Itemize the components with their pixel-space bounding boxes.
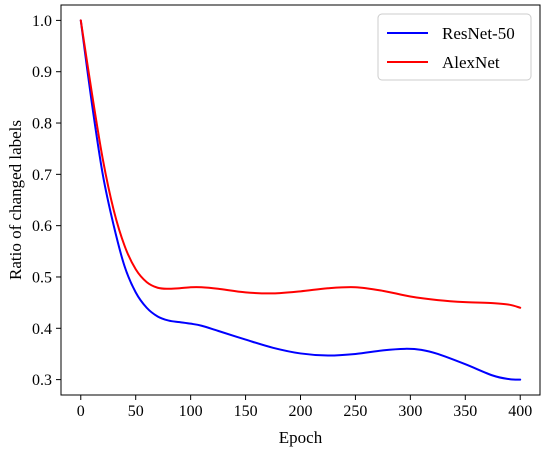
y-axis-label: Ratio of changed labels: [6, 120, 25, 280]
legend: ResNet-50 AlexNet: [377, 13, 532, 81]
x-tick-label: 0: [77, 403, 85, 420]
x-axis-label: Epoch: [279, 428, 323, 447]
y-tick-label: 0.6: [32, 218, 52, 235]
series-layer: [79, 19, 522, 381]
series-line-resnet-50: [79, 19, 522, 381]
y-tick-label: 0.4: [32, 321, 52, 338]
x-tick-label: 100: [179, 403, 203, 420]
y-tick-label: 0.8: [32, 116, 52, 133]
x-tick-label: 250: [343, 403, 367, 420]
legend-label-resnet-50: ResNet-50: [442, 24, 515, 43]
x-tick-label: 400: [508, 403, 532, 420]
x-tick-label: 350: [453, 403, 477, 420]
x-tick-label: 300: [398, 403, 422, 420]
series-line-alexnet: [79, 19, 522, 309]
x-tick-label: 200: [289, 403, 313, 420]
y-tick-label: 0.5: [32, 269, 52, 286]
y-tick-label: 0.7: [32, 167, 52, 184]
y-tick-label: 0.3: [32, 372, 52, 389]
x-tick-label: 150: [234, 403, 258, 420]
axes-layer: 0 50 100 150 200 250 300 350 400 0.3 0.4 0.5 0.6 0.7 0…: [32, 4, 541, 420]
y-tick-label: 1.0: [32, 13, 52, 30]
x-tick-label: 50: [128, 403, 144, 420]
y-tick-label: 0.9: [32, 64, 52, 81]
legend-label-alexnet: AlexNet: [442, 53, 500, 72]
legend-box: [377, 13, 532, 81]
